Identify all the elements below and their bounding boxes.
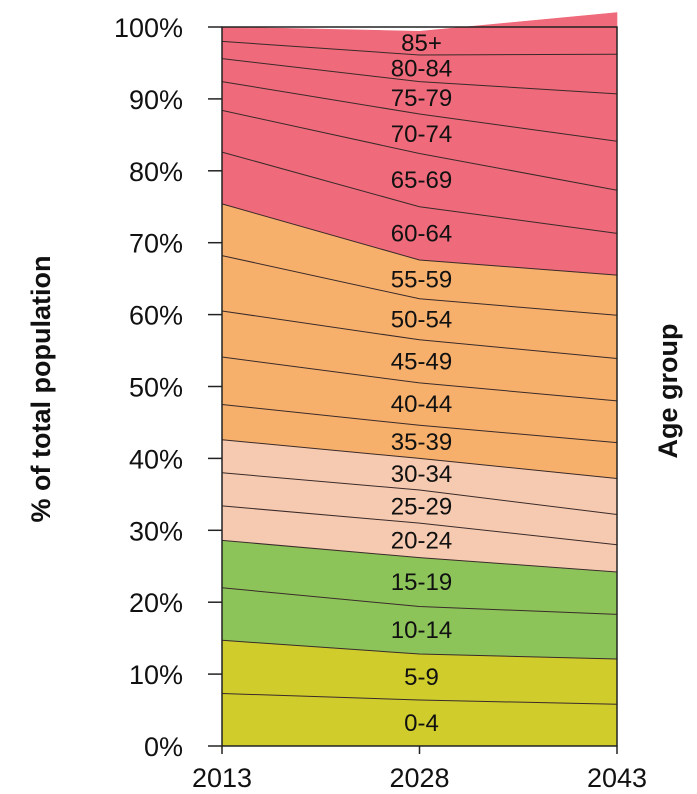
boundary-line [221, 40, 618, 56]
x-axis: 2013 2028 2043 [192, 746, 647, 793]
age-group-legend-title: Age group [653, 324, 683, 459]
y-tick-label: 20% [129, 588, 183, 618]
boundary-line [221, 356, 618, 402]
boundary-line [221, 439, 618, 479]
band-label: 35-39 [391, 429, 452, 456]
boundary-line [221, 404, 618, 444]
band-label: 50-54 [391, 306, 452, 333]
y-tick-label: 10% [129, 660, 183, 690]
x-tick-label: 2028 [389, 763, 449, 793]
x-tick-label: 2043 [587, 763, 647, 793]
y-tick-label: 40% [129, 444, 183, 474]
band-label: 10-14 [391, 617, 452, 644]
y-tick-label: 50% [129, 373, 183, 403]
band-label: 15-19 [391, 569, 452, 596]
band-label: 80-84 [391, 55, 452, 82]
band-label: 70-74 [391, 121, 452, 148]
y-tick-label: 90% [129, 85, 183, 115]
y-axis: 0% 10% 20% 30% 40% 50% 60% 70% 80% 90% 100% [114, 13, 222, 762]
boundary-line [221, 255, 618, 316]
band-label: 85+ [401, 30, 442, 57]
boundary-line [221, 639, 618, 660]
x-tick-label: 2013 [192, 763, 252, 793]
band-labels: 0-4 5-9 10-14 15-19 20-24 25-29 30-34 35-39 40-4… [391, 30, 452, 737]
boundary-line [221, 539, 618, 573]
y-tick-label: 100% [114, 13, 183, 43]
band-label: 75-79 [391, 85, 452, 112]
band-label: 65-69 [391, 167, 452, 194]
band-label: 20-24 [391, 527, 452, 554]
boundary-line [221, 203, 618, 276]
y-tick-label: 0% [144, 732, 183, 762]
band-label: 30-34 [391, 461, 452, 488]
band-label: 0-4 [404, 710, 439, 737]
y-tick-label: 80% [129, 157, 183, 187]
band-label: 5-9 [404, 664, 439, 691]
band-label: 45-49 [391, 348, 452, 375]
band-label: 60-64 [391, 220, 452, 247]
boundary-line [221, 58, 618, 95]
band-label: 55-59 [391, 266, 452, 293]
y-tick-label: 60% [129, 301, 183, 331]
band-label: 40-44 [391, 391, 452, 418]
boundary-line [221, 693, 618, 705]
boundaries-layer [221, 40, 618, 705]
band-label: 25-29 [391, 494, 452, 521]
y-tick-label: 30% [129, 516, 183, 546]
boundary-line [221, 151, 618, 234]
boundary-line [221, 81, 618, 142]
y-tick-label: 70% [129, 229, 183, 259]
boundary-line [221, 505, 618, 546]
boundary-line [221, 109, 618, 191]
boundary-line [221, 310, 618, 359]
boundary-line [221, 587, 618, 615]
y-axis-title: % of total population [26, 256, 56, 523]
boundary-line [221, 472, 618, 515]
